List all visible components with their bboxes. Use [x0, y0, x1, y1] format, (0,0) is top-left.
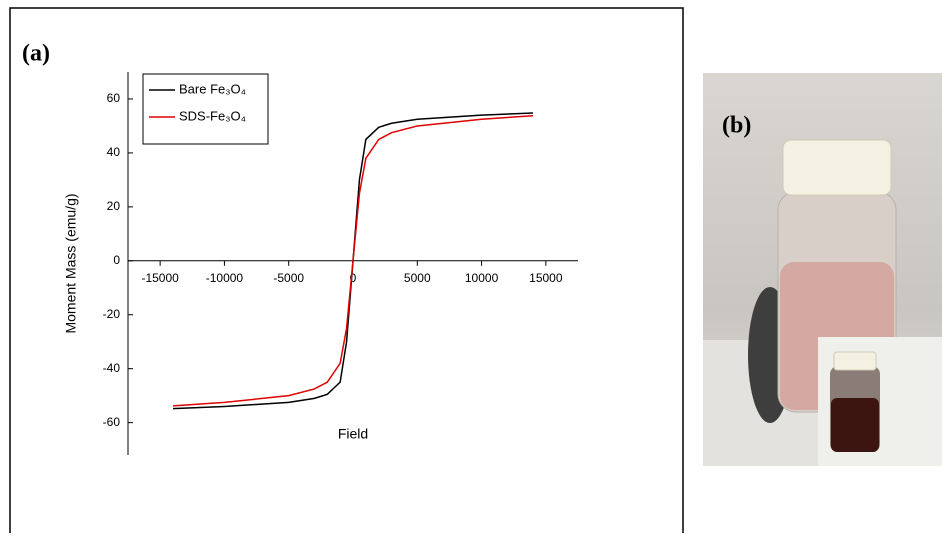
- x-tick-label: -15000: [141, 271, 179, 285]
- data-line: [172, 114, 534, 407]
- y-tick-label: -20: [103, 307, 121, 321]
- y-tick-label: -60: [103, 415, 121, 429]
- y-tick-label: 0: [113, 253, 120, 267]
- photo: (b): [703, 73, 942, 466]
- y-axis-label: Moment Mass (emu/g): [63, 193, 79, 333]
- y-tick-label: -40: [103, 361, 121, 375]
- x-tick-label: 0: [350, 271, 357, 285]
- x-tick-label: 5000: [404, 271, 431, 285]
- panel-frame: [9, 7, 684, 538]
- x-tick-label: 10000: [465, 271, 499, 285]
- legend-label: Bare Fe₃O₄: [179, 81, 246, 96]
- x-tick-label: 15000: [529, 271, 563, 285]
- panel-label: (b): [722, 113, 751, 139]
- y-tick-label: 40: [107, 145, 121, 159]
- y-tick-label: 20: [107, 199, 121, 213]
- legend-label: SDS-Fe₃O₄: [179, 108, 246, 123]
- x-axis-label: Field: [338, 426, 368, 442]
- x-tick-label: -10000: [206, 271, 244, 285]
- panel-label: (a): [22, 41, 50, 67]
- y-tick-label: 60: [107, 91, 121, 105]
- x-tick-label: -5000: [273, 271, 304, 285]
- legend-box: [142, 73, 269, 145]
